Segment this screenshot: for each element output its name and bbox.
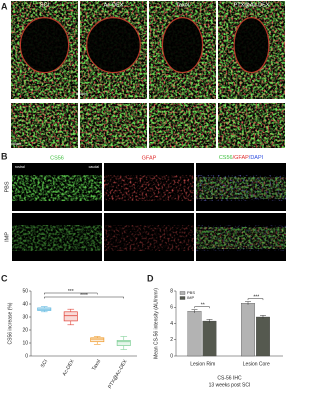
box [63,311,78,322]
micrographs [11,1,286,261]
box [116,340,131,346]
tissue-band [104,175,194,201]
y-tick-label: 20 [22,327,28,333]
bar [241,303,255,357]
x-tick-label: PTX@Ac-DEX [107,358,129,390]
channel-title: CS56/GFAP/DAPI [219,155,264,161]
error-bar [245,301,252,305]
panel-label: C [1,273,8,283]
row-label: PBS [4,181,10,192]
significance: ** [201,303,205,309]
significance-bracket [247,298,264,301]
y-tick-label: 6 [170,305,173,311]
significance-bracket [44,296,124,299]
column-title: PTX@Ac-DEX [234,2,270,8]
y-axis-label: Mean CS-56 intensity (AU/mm²) [153,288,159,359]
x-tick-label: Taxol [91,359,102,372]
significance: **** [80,293,88,299]
y-tick-label: 10 [22,340,28,346]
y-tick-label: 2 [170,337,173,343]
legend-swatch [179,296,186,300]
image-signal [11,103,78,148]
tissue-band [196,227,286,249]
orientation: caudal [89,165,100,169]
tissue-band [12,175,102,201]
x-tick-label: Lesion Core [243,361,270,367]
x-axis-label: CS-56 IHC [217,375,242,381]
significance: *** [68,289,74,295]
box [90,337,105,343]
y-tick-label: 8 [170,288,173,294]
y-tick-label: 50 [22,288,28,294]
tissue-band [104,225,194,251]
x-tick-label: Ac-DEX [62,358,76,377]
error-bar [259,315,266,319]
significance: *** [253,294,259,300]
scale-bar-label: 500μm [76,92,87,96]
significance-bracket [194,306,210,309]
bar [187,311,202,357]
error-bar [191,309,198,313]
lesion [86,17,141,74]
column-title: SCI [40,2,50,8]
panel-label: D [147,273,154,283]
y-tick-label: 4 [170,321,173,327]
merge-part: /GFAP [233,155,250,161]
channel-title: GFAP [142,155,157,161]
channel-title: CS56 [50,155,64,161]
error-bar [206,319,213,323]
tissue-band [196,177,286,199]
scale-bar-label: 100μm [10,142,21,146]
lesion [161,17,204,74]
y-tick-label: 0 [170,353,173,359]
legend-swatch [179,291,186,295]
lesion [233,17,270,74]
significance-bracket [44,292,98,295]
merge-part: /DAPI [249,155,264,161]
x-tick-label: Lesion Rim [190,361,215,367]
bar [256,316,270,357]
image-signal [80,103,147,148]
legend-label: PBS [187,290,195,295]
merge-part: CS56 [219,155,233,161]
y-tick-label: 0 [25,353,28,359]
x-tick-label: SCI [40,359,49,369]
y-tick-label: 40 [22,301,28,307]
tissue-band [12,225,102,251]
x-axis-label: 13 weeks post SCI [209,382,251,388]
row-label: IMP [4,232,10,242]
image-signal [218,103,285,148]
panel-label: A [1,1,8,11]
lesion [19,17,70,74]
bar [202,320,217,357]
y-axis-label: CS56 increase (%) [7,302,13,344]
panel-label: B [1,151,8,161]
figure: A SCI Ac-DEX Taxol PTX@Ac-DEX 500μm 100μm B CS56… [1,1,286,390]
y-tick-label: 30 [22,314,28,320]
legend-label: IMP [187,295,194,300]
image-signal [149,103,216,148]
orientation: rostral [15,165,25,169]
content: A SCI Ac-DEX Taxol PTX@Ac-DEX 500μm 100μm B CS56… [1,1,283,390]
column-title: Taxol [176,2,189,8]
column-title: Ac-DEX [104,2,124,8]
